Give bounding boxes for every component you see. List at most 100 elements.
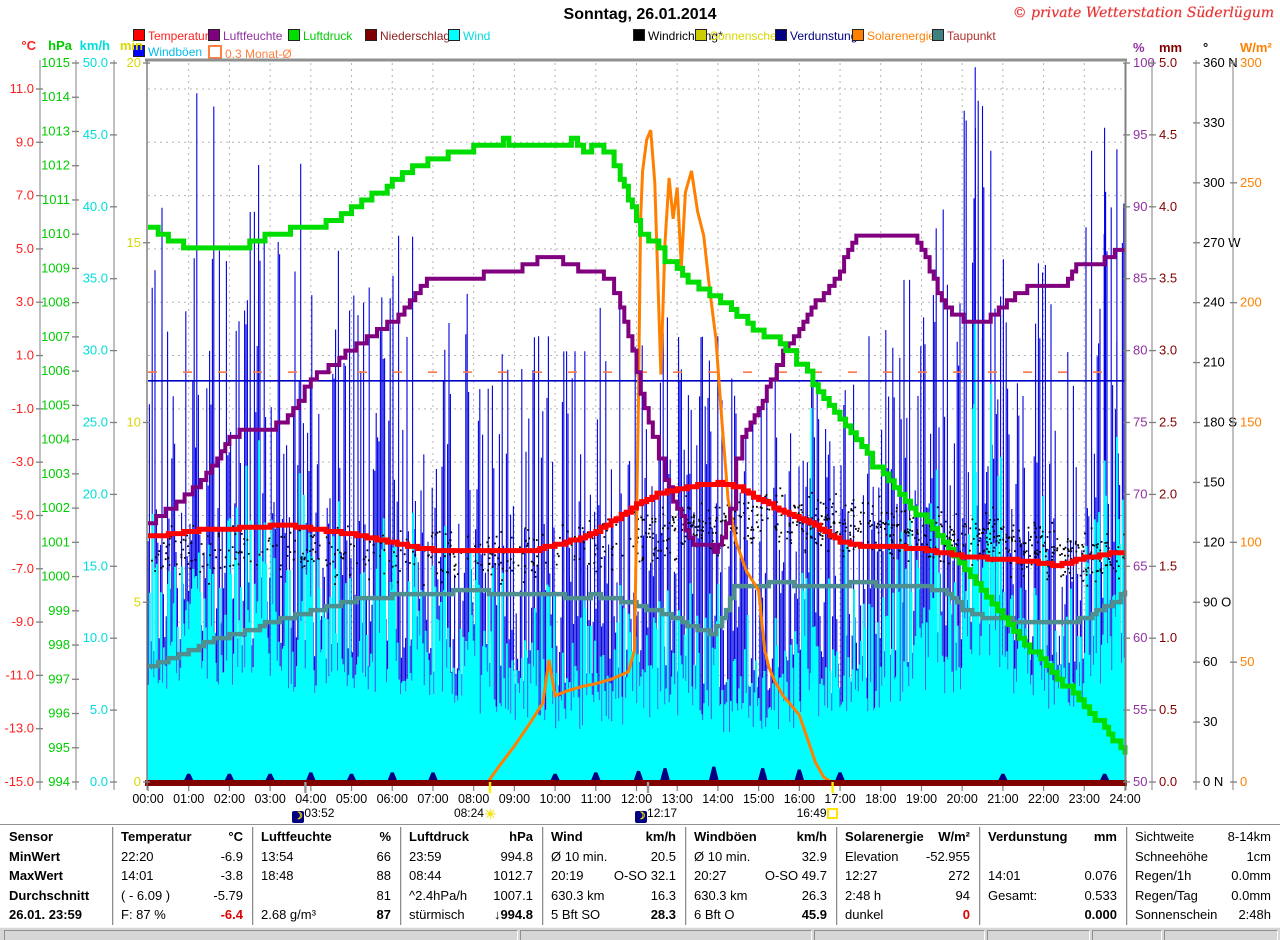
svg-text:80: 80 [1133,343,1147,358]
legend-item-luftdruck: Luftdruck [288,29,353,43]
legend-item-0-3-monat-: 0.3 Monat-Ø [208,45,292,61]
legend-item-solarenergie: Solarenergie [852,29,936,43]
legend-item-verdunstung: Verdunstung [775,29,858,43]
table-cell-value: °C [228,829,243,844]
svg-text:19:00: 19:00 [906,792,937,806]
table-row: 20:27 O-SO 49.7 [687,866,836,885]
legend-label: Niederschlag [380,29,451,43]
table-cell-label: Sichtweite [1135,829,1195,844]
svg-text:5.0: 5.0 [90,702,108,717]
svg-text:300: 300 [1203,175,1225,190]
table-cell-value: 87 [376,907,391,923]
legend-label: Wind [463,29,491,43]
axis-unit-mm: mm [1159,40,1183,55]
legend-label: Taupunkt [947,29,996,43]
table-row: 14:01 -3.8 [114,866,252,885]
svg-text:22:00: 22:00 [1028,792,1059,806]
table-column: Windböen km/h Ø 10 min. 32.9 20:27 O-SO 49.7 6… [685,827,836,925]
table-cell-value: 0.0mm [1231,887,1271,903]
table-cell-value: 26.3 [801,887,827,903]
svg-text:9.0: 9.0 [16,134,34,149]
table-cell-label: Ø 10 min. [551,848,608,864]
svg-text:10.0: 10.0 [83,630,108,645]
table-cell-value: 16.3 [650,887,676,903]
table-cell-label: MaxWert [9,868,63,884]
svg-text:20: 20 [127,55,141,70]
table-cell-value: 8-14km [1227,829,1271,844]
legend-label: Solarenergie [867,29,936,43]
svg-text:999: 999 [48,603,70,618]
table-row: 5 Bft SO 28.3 [544,905,685,924]
svg-text:09:00: 09:00 [499,792,530,806]
table-cell-label: 26.01. 23:59 [9,907,83,923]
table-row: Elevation -52.955 [838,847,979,866]
svg-text:75: 75 [1133,415,1147,430]
table-cell-value: 0.0mm [1231,868,1271,884]
legend-item-temperatur: Temperatur [133,29,209,43]
table-cell-label: Ø 10 min. [694,848,751,864]
svg-text:17:00: 17:00 [824,792,855,806]
table-row: ( - 6.09 ) -5.79 [114,886,252,905]
svg-text:994: 994 [48,774,70,789]
table-cell-label: Luftfeuchte [261,829,332,844]
table-cell-label: 20:27 [694,868,727,884]
table-cell-value: W/m² [938,829,970,844]
axis-unit-°C: °C [21,38,36,53]
svg-text:0: 0 [134,774,141,789]
svg-text:150: 150 [1240,415,1262,430]
table-cell-value: 20.5 [650,848,676,864]
legend-item-niederschlag: Niederschlag [365,29,451,43]
legend-label: Luftdruck [303,29,353,43]
status-segment [520,930,812,940]
table-cell-value: 1012.7 [493,868,533,884]
legend-swatch-icon [932,29,944,41]
table-row: Schneehöhe 1cm [1128,847,1280,866]
svg-text:330: 330 [1203,115,1225,130]
table-cell-label: 2:48 h [845,887,882,903]
table-cell-value: 0.533 [1084,887,1117,903]
table-cell-value: 2:48h [1238,907,1271,923]
moon-icon: ☽ [635,811,648,823]
svg-text:02:00: 02:00 [214,792,245,806]
status-segment [814,930,985,940]
copyright-text: © private Wetterstation Süderlügum [1012,5,1274,21]
svg-text:85: 85 [1133,271,1147,286]
legend-swatch-icon [448,29,460,41]
svg-text:25.0: 25.0 [83,415,108,430]
legend-label: Verdunstung [790,29,858,43]
table-row: 630.3 km 26.3 [687,886,836,905]
table-cell-label: 2.68 g/m³ [261,907,316,923]
svg-text:-7.0: -7.0 [12,561,34,576]
svg-text:16:00: 16:00 [784,792,815,806]
svg-text:-13.0: -13.0 [4,721,34,736]
table-row: 23:59 994.8 [402,847,542,866]
svg-text:10:00: 10:00 [539,792,570,806]
table-cell-label: 18:48 [261,868,294,884]
svg-text:12:00: 12:00 [621,792,652,806]
svg-text:7.0: 7.0 [16,188,34,203]
svg-text:1004: 1004 [41,432,70,447]
svg-text:1012: 1012 [41,158,70,173]
legend-swatch-icon [133,29,145,41]
svg-text:3.5: 3.5 [1159,271,1177,286]
page-title: Sonntag, 26.01.2014 [563,6,717,23]
table-cell-label: Gesamt: [988,887,1038,903]
svg-text:06:00: 06:00 [377,792,408,806]
table-cell-label: Windböen [694,829,757,844]
table-cell-value: 66 [376,848,391,864]
axis-unit-hPa: hPa [48,38,72,53]
svg-text:1009: 1009 [41,260,70,275]
svg-text:180 S: 180 S [1203,415,1237,430]
svg-text:0.0: 0.0 [90,774,108,789]
svg-text:2.0: 2.0 [1159,486,1177,501]
svg-text:60: 60 [1133,630,1147,645]
table-cell-label: 6 Bft O [694,907,735,923]
table-row [981,847,1126,866]
svg-text:95: 95 [1133,127,1147,142]
table-row: 26.01. 23:59 [2,905,110,924]
svg-text:5.0: 5.0 [1159,55,1177,70]
table-cell-value: 94 [955,887,970,903]
legend-swatch-icon [208,45,222,59]
table-cell-value: 81 [376,887,391,903]
